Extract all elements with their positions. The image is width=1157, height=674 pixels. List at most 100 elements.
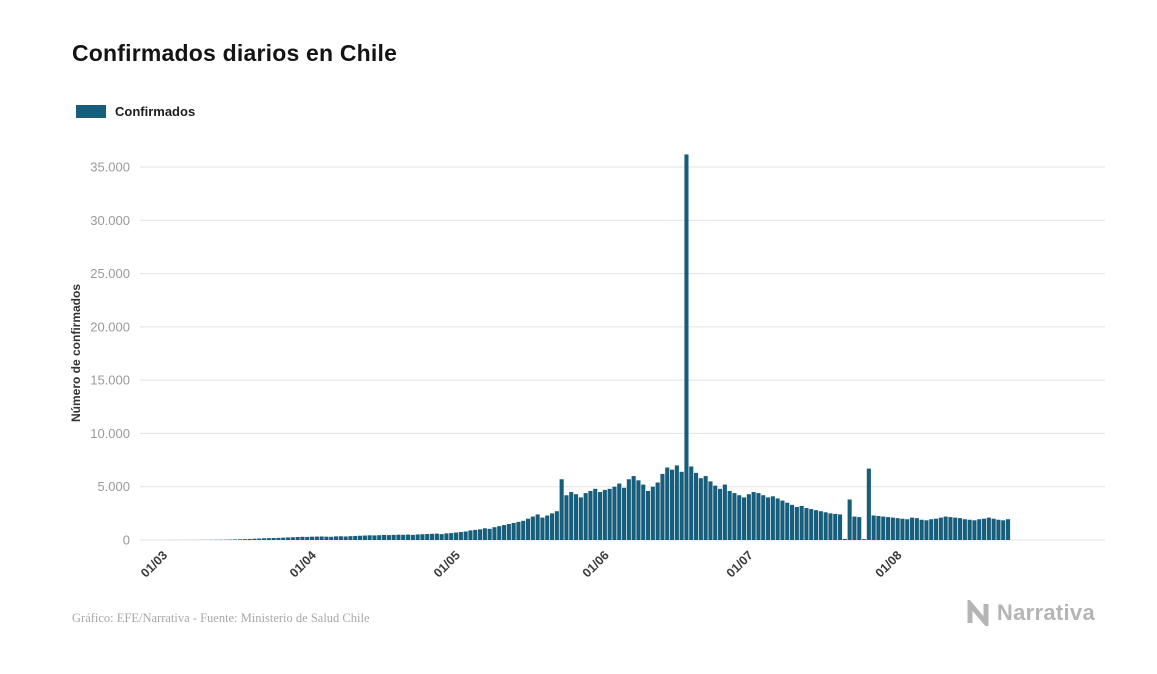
bar xyxy=(895,518,900,540)
bar xyxy=(530,516,535,540)
bar xyxy=(866,468,871,540)
bar xyxy=(242,539,247,540)
bar xyxy=(727,490,732,540)
bar xyxy=(401,534,406,540)
bar xyxy=(636,480,641,540)
bar xyxy=(718,488,723,540)
bar xyxy=(967,519,972,540)
page-title: Confirmados diarios en Chile xyxy=(72,40,398,66)
bar xyxy=(708,481,713,540)
bar xyxy=(986,517,991,540)
bar xyxy=(958,518,963,540)
bar xyxy=(305,536,310,540)
bar xyxy=(804,508,809,540)
bar xyxy=(348,536,353,540)
narrativa-brand: Narrativa xyxy=(966,600,1095,626)
bar xyxy=(842,538,847,540)
bar xyxy=(996,519,1001,540)
y-axis-label: Número de confirmados xyxy=(69,284,83,422)
bar xyxy=(262,538,267,540)
y-axis-tick-label: 5.000 xyxy=(97,479,130,494)
bar xyxy=(324,536,329,540)
bar xyxy=(487,528,492,540)
bar xyxy=(396,534,401,540)
bar xyxy=(338,536,343,540)
bar xyxy=(823,512,828,540)
bar xyxy=(583,493,588,540)
bar xyxy=(953,517,958,540)
bar xyxy=(588,490,593,540)
bar xyxy=(703,476,708,540)
bar xyxy=(1001,520,1006,540)
bar xyxy=(607,488,612,540)
bar xyxy=(362,535,367,540)
bar xyxy=(641,484,646,540)
legend-swatch-icon xyxy=(76,105,106,118)
bar xyxy=(463,531,468,540)
bar xyxy=(770,496,775,540)
bar xyxy=(910,517,915,540)
bar xyxy=(367,535,372,540)
bar xyxy=(991,518,996,540)
bar xyxy=(478,529,483,540)
bar xyxy=(602,489,607,540)
bar xyxy=(382,534,387,540)
bar xyxy=(238,539,243,540)
bar xyxy=(295,537,300,540)
y-axis-tick-label: 0 xyxy=(123,533,130,548)
bar xyxy=(286,537,291,540)
bar xyxy=(266,538,271,540)
bar xyxy=(722,484,727,540)
bar xyxy=(391,534,396,540)
bar xyxy=(972,520,977,540)
bar xyxy=(319,536,324,540)
y-axis-tick-label: 15.000 xyxy=(90,373,130,388)
y-axis-tick-label: 10.000 xyxy=(90,426,130,441)
bar xyxy=(742,497,747,540)
bar xyxy=(622,487,627,540)
bar xyxy=(919,519,924,540)
bar xyxy=(540,517,545,540)
bar xyxy=(660,473,665,540)
bar xyxy=(420,534,425,540)
bar xyxy=(233,539,238,540)
bar xyxy=(526,518,531,540)
bar xyxy=(550,513,555,540)
bar xyxy=(377,535,382,540)
bar xyxy=(247,538,252,540)
bar xyxy=(914,518,919,540)
bar xyxy=(612,486,617,540)
bar xyxy=(439,534,444,540)
bar xyxy=(847,499,852,540)
bar xyxy=(559,479,564,540)
bar xyxy=(780,500,785,540)
bar xyxy=(924,520,929,540)
bar xyxy=(564,495,569,540)
x-axis-tick-label: 01/04 xyxy=(287,548,319,580)
bar xyxy=(492,527,497,540)
legend: Confirmados xyxy=(76,104,195,119)
bar xyxy=(694,472,699,540)
bar xyxy=(574,494,579,540)
bar xyxy=(794,506,799,540)
bar xyxy=(406,534,411,540)
bar xyxy=(670,469,675,540)
bar xyxy=(425,534,430,540)
bar xyxy=(593,488,598,540)
x-axis-tick-label: 01/07 xyxy=(724,548,756,580)
bar xyxy=(281,537,286,540)
bar xyxy=(698,478,703,540)
bar xyxy=(310,536,315,540)
bar xyxy=(358,535,363,540)
bar xyxy=(814,510,819,540)
bar xyxy=(578,497,583,540)
bar xyxy=(862,539,867,540)
bar xyxy=(948,517,953,540)
bar xyxy=(454,532,459,540)
bar xyxy=(569,492,574,540)
narrativa-logo-icon xyxy=(967,600,989,626)
bar xyxy=(938,517,943,540)
bar xyxy=(934,518,939,540)
bar xyxy=(497,526,502,540)
bar xyxy=(890,517,895,540)
